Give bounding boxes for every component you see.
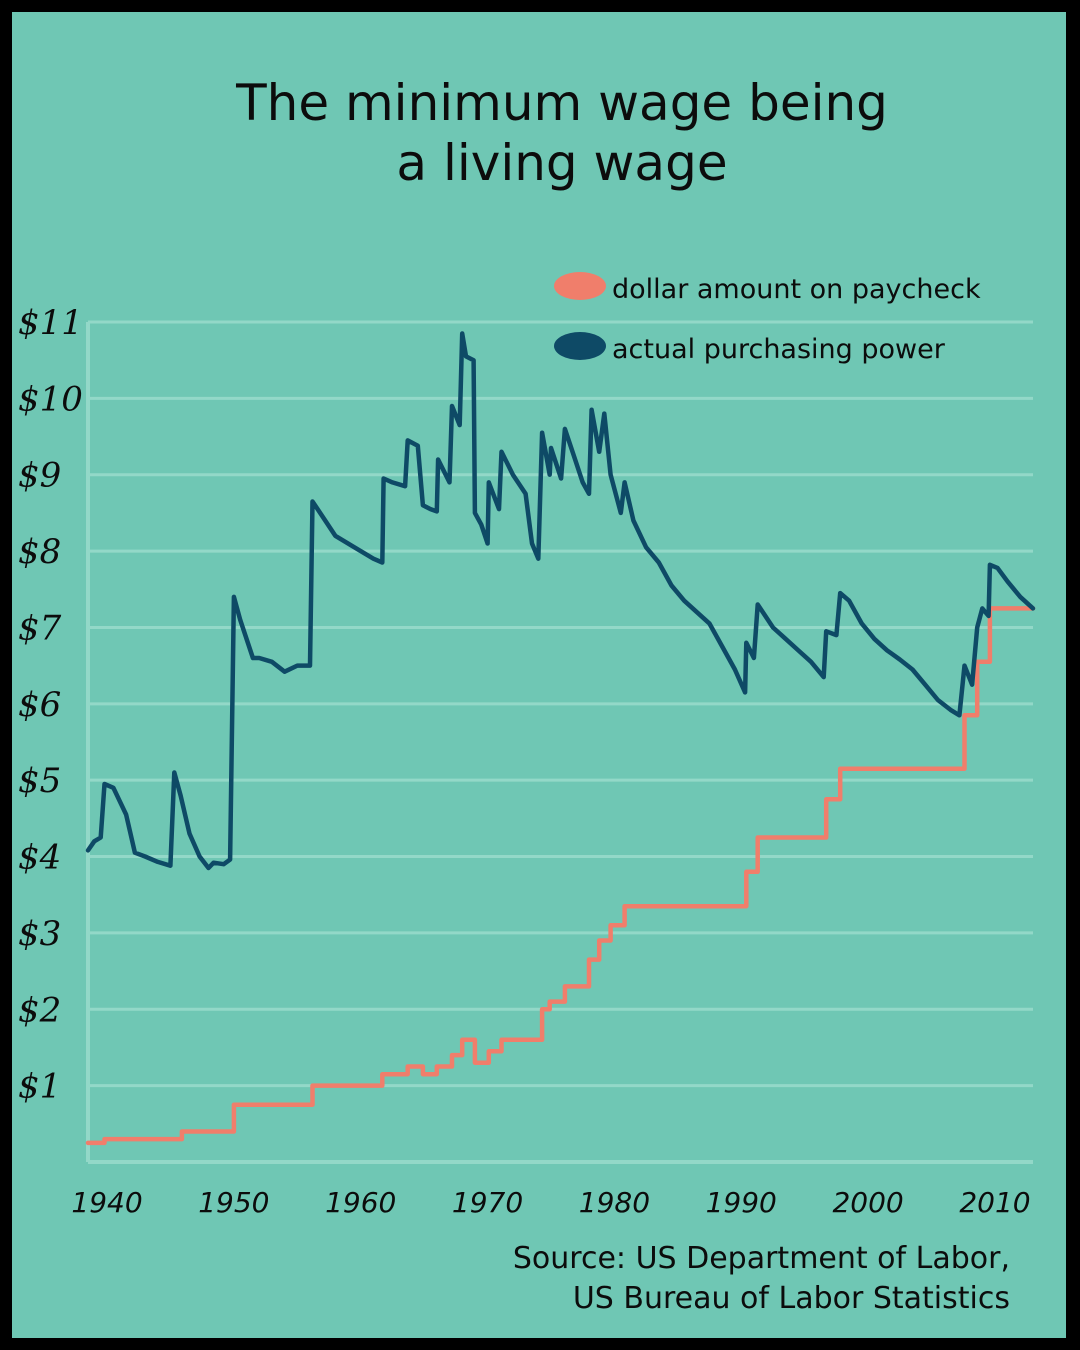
series-line-nominal (85, 606, 1036, 1146)
x-tick-label: 1990 (706, 1186, 777, 1219)
y-tick-label: $3 (18, 914, 61, 954)
legend-swatch-real (554, 332, 606, 360)
chart-panel: The minimum wage being a living wage $1 $… (12, 12, 1066, 1338)
series-lines (85, 331, 1036, 1146)
y-tick-label: $11 (18, 303, 83, 343)
x-tick-labels: 1940 1950 1960 1970 1980 1990 2000 2010 (71, 1186, 1030, 1219)
legend-swatch-nominal (554, 272, 606, 300)
y-tick-label: $4 (18, 838, 61, 878)
y-tick-label: $6 (18, 685, 61, 725)
source-line-1: Source: US Department of Labor, (513, 1241, 1010, 1276)
y-tick-label: $7 (18, 608, 62, 648)
y-tick-label: $2 (18, 990, 61, 1030)
x-tick-label: 1980 (579, 1186, 650, 1219)
x-tick-label: 1960 (325, 1186, 396, 1219)
legend: dollar amount on paycheck actual purchas… (554, 272, 981, 365)
legend-label-nominal: dollar amount on paycheck (612, 274, 981, 305)
source-line-2: US Bureau of Labor Statistics (573, 1281, 1010, 1316)
y-tick-labels: $1 $2 $3 $4 $5 $6 $7 $8 $9 $10 $11 (18, 303, 83, 1107)
y-tick-label: $8 (18, 532, 61, 572)
series-line-real (85, 331, 1036, 871)
y-tick-label: $1 (18, 1067, 61, 1107)
chart-title-line-2: a living wage (396, 134, 727, 192)
y-tick-label: $5 (18, 761, 61, 801)
x-tick-label: 1950 (198, 1186, 269, 1219)
y-tick-label: $9 (18, 456, 61, 496)
x-tick-label: 2000 (832, 1186, 903, 1219)
gridlines (86, 320, 1033, 1164)
x-tick-label: 1940 (71, 1186, 142, 1219)
y-tick-label: $10 (18, 379, 83, 419)
legend-label-real: actual purchasing power (612, 334, 946, 365)
chart-title-line-1: The minimum wage being (235, 74, 888, 132)
x-tick-label: 1970 (452, 1186, 523, 1219)
chart-svg: The minimum wage being a living wage $1$… (18, 74, 1036, 1316)
x-tick-label: 2010 (959, 1186, 1030, 1219)
